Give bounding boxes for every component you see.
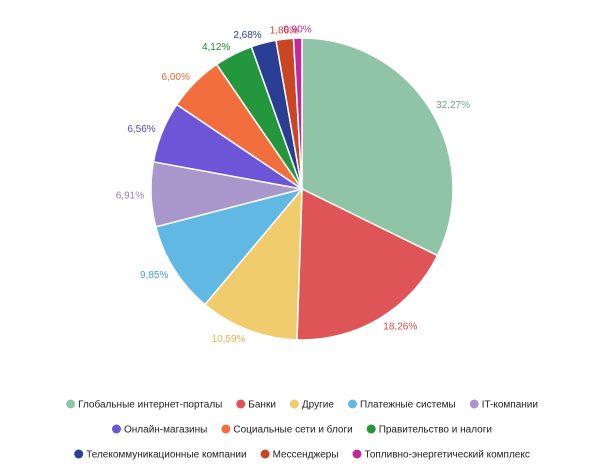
- legend-label: Онлайн-магазины: [124, 425, 207, 436]
- slice-percentage-label: 0,90%: [283, 25, 311, 36]
- slice-percentage-label: 32,27%: [436, 100, 470, 111]
- legend-marker: [348, 399, 357, 409]
- pie-slice-10: [292, 37, 303, 190]
- legend-item-глобальные-интернет-порталы: Глобальные интернет-порталы: [66, 399, 222, 411]
- slice-percentage-label: 6,00%: [162, 72, 190, 83]
- slice-percentage-label: 2,68%: [233, 30, 261, 41]
- legend-label: IT-компании: [482, 400, 538, 411]
- legend-marker: [66, 399, 76, 409]
- legend-item-платежные-системы: Платежные системы: [348, 399, 456, 411]
- legend-label: Телекоммуникационные компании: [86, 450, 246, 461]
- legend-label: Другие: [302, 400, 334, 411]
- legend-marker: [366, 424, 376, 434]
- legend-label: Мессенджеры: [273, 450, 339, 461]
- legend-marker: [236, 399, 246, 409]
- legend-item-другие: Другие: [289, 399, 334, 411]
- slice-percentage-label: 9,85%: [140, 270, 168, 281]
- legend-marker: [74, 449, 84, 459]
- legend-marker: [260, 449, 270, 459]
- slice-percentage-label: 4,12%: [202, 42, 230, 53]
- legend-item-телекоммуникационные-компании: Телекоммуникационные компании: [74, 449, 247, 461]
- slice-percentage-label: 10,59%: [212, 334, 246, 345]
- slice-percentage-label: 18,26%: [383, 322, 417, 333]
- legend-marker: [112, 424, 121, 434]
- slice-percentage-label: 6,91%: [116, 190, 144, 201]
- legend-label: Топливно-энергетический комплекс: [365, 450, 530, 461]
- legend-item-мессенджеры: Мессенджеры: [260, 449, 339, 461]
- legend-item-онлайн-магазины: Онлайн-магазины: [112, 424, 207, 436]
- legend-item-банки: Банки: [236, 399, 276, 411]
- legend-label: Платежные системы: [360, 400, 456, 411]
- legend-item-социальные-сети-и-блоги: Социальные сети и блоги: [221, 424, 353, 436]
- legend-label: Глобальные интернет-порталы: [78, 399, 222, 411]
- legend-label: Социальные сети и блоги: [233, 424, 352, 436]
- slice-percentage-label: 1,86%: [270, 26, 298, 37]
- legend-item-it-компании: IT-компании: [469, 399, 538, 411]
- percentage-labels: 32,27% 18,26% 10,59% 9,85% 6,91% 6,56% 6,00% 4,…: [116, 25, 470, 345]
- slice-percentage-label: 6,56%: [127, 124, 155, 135]
- legend: Глобальные интернет-порталы Банки Другие Пл…: [66, 399, 538, 461]
- legend-label: Банки: [248, 400, 276, 411]
- legend-marker: [352, 449, 362, 459]
- legend-item-топливно-энергетический-комплекс: Топливно-энергетический комплекс: [352, 449, 530, 461]
- legend-label: Правительство и налоги: [379, 425, 492, 436]
- legend-item-правительство-и-налоги: Правительство и налоги: [366, 424, 492, 436]
- legend-marker: [289, 399, 299, 409]
- pie-slices: [150, 37, 454, 341]
- pie-slice-2: [203, 186, 303, 341]
- legend-marker: [221, 424, 231, 434]
- pie-slice-1: [296, 187, 439, 341]
- legend-marker: [469, 399, 479, 409]
- pie-slice-0: [301, 37, 454, 257]
